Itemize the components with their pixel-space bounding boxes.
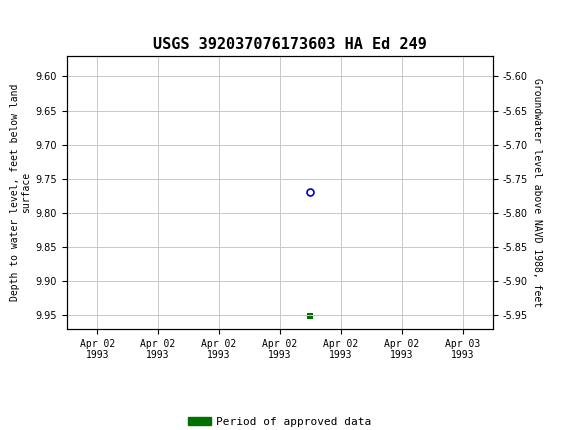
Text: USGS 392037076173603 HA Ed 249: USGS 392037076173603 HA Ed 249	[153, 37, 427, 52]
Text: USGS: USGS	[44, 14, 90, 29]
Y-axis label: Groundwater level above NAVD 1988, feet: Groundwater level above NAVD 1988, feet	[532, 78, 542, 307]
Legend: Period of approved data: Period of approved data	[188, 417, 371, 427]
Y-axis label: Depth to water level, feet below land
surface: Depth to water level, feet below land su…	[10, 84, 31, 301]
